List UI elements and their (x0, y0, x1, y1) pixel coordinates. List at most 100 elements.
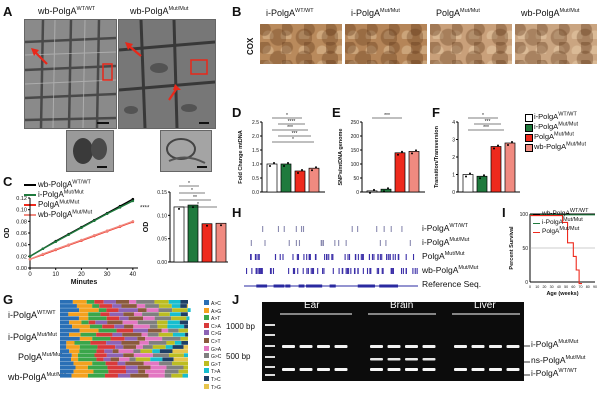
snp-mark (246, 268, 248, 274)
bar (308, 167, 320, 193)
snp-mark (351, 226, 353, 232)
legend-label: G>A (211, 346, 222, 353)
snp-mark (357, 268, 359, 274)
snp-mark (344, 254, 346, 260)
snp-mark (332, 254, 334, 260)
spectrum-segment (172, 349, 188, 353)
snp-mark (400, 268, 403, 274)
sig-label: *** (292, 131, 298, 137)
spectrum-segment (143, 316, 155, 321)
spectrum-segment (180, 312, 188, 317)
spectrum-segment (60, 332, 70, 337)
legend-swatch (204, 345, 209, 351)
spectrum-segment (138, 308, 147, 312)
spectrum-segment (96, 349, 105, 353)
snp-mark (307, 268, 309, 274)
mutation-legend-item: C>T (204, 338, 221, 345)
bar (504, 142, 516, 193)
legend-label: T>A (211, 369, 221, 376)
bar (476, 175, 488, 193)
spectrum-segment (69, 320, 82, 325)
cox-column-title: PolgAMut/Mut (436, 8, 480, 18)
i-x-tick-label: 80 (586, 285, 590, 289)
spectrum-segment (183, 353, 188, 358)
spectrum-segment (142, 312, 159, 317)
spectrum-segment (98, 308, 107, 312)
gel-band-label: ns-PolgAMut/Mut (531, 355, 586, 365)
c-data-point (131, 199, 135, 203)
bar-dot (387, 187, 389, 190)
bar-dot (401, 150, 403, 153)
spectrum-segment (78, 357, 97, 362)
spectrum-segment (159, 361, 173, 366)
legend-swatch (204, 338, 209, 343)
y-tick-label: 200 (351, 134, 360, 140)
spectrum-segment (125, 369, 139, 374)
snp-mark (321, 240, 323, 246)
gel-band-middle (422, 358, 436, 361)
legend-marker (533, 223, 540, 225)
legend-swatch (525, 144, 533, 152)
snp-mark (382, 268, 384, 274)
snp-mark (251, 268, 253, 274)
i-legend-item: PolgAMut/Mut (533, 226, 579, 235)
gel-band-label: i-PolgAWT/WT (531, 368, 578, 378)
snp-mark (390, 268, 392, 274)
snp-mark (345, 240, 347, 246)
gel-band-lower (387, 368, 401, 371)
snp-mark (338, 268, 340, 274)
reference-feature (275, 284, 285, 288)
bar-dot (511, 141, 513, 143)
snp-mark (379, 254, 381, 260)
cox-stain-image (515, 24, 597, 64)
snp-mark (377, 254, 379, 260)
i-x-axis-label: Age (weeks) (546, 291, 578, 297)
y-tick-label: 2.0 (252, 134, 259, 140)
i-x-tick-label: 70 (579, 285, 583, 289)
spectrum-segment (171, 316, 187, 321)
spectrum-segment (146, 308, 159, 312)
y-tick-label: 1.0 (252, 162, 259, 168)
c-data-point (105, 229, 109, 232)
snp-mark (258, 268, 260, 274)
spectrum-segment (129, 357, 136, 362)
legend-label: T>C (211, 377, 221, 383)
bar (394, 152, 406, 193)
snp-mark (296, 254, 298, 260)
snp-track-label: wb-PolgAMut/Mut (422, 265, 479, 275)
cox-stain-image (430, 24, 512, 64)
spectrum-segment (60, 304, 77, 308)
mutation-legend-item: G>T (204, 360, 221, 368)
snp-mark (309, 254, 311, 260)
snp-mark (376, 268, 378, 274)
panel-letter-j: J (232, 292, 240, 307)
spectrum-segment (75, 365, 88, 370)
c-data-point (67, 243, 70, 246)
spectrum-segment (60, 300, 73, 304)
spectrum-segment (154, 316, 172, 321)
bar-dot (369, 191, 371, 194)
i-x-tick-label: 30 (550, 285, 554, 289)
snp-mark (381, 254, 383, 260)
snp-mark (309, 254, 311, 260)
legend-swatch (204, 330, 209, 336)
c-bar-sig-label: ** (193, 195, 197, 201)
em-inset-mut-texture (166, 138, 207, 168)
spectrum-segment (147, 332, 159, 337)
c-y-tick-label: 0.08 (16, 219, 27, 225)
c-data-point (28, 257, 32, 261)
spectrum-segment (164, 369, 179, 374)
spectrum-segment (158, 304, 172, 308)
legend-swatch (204, 368, 209, 374)
c-data-point (131, 220, 135, 223)
panel-g-row-label: i-PolgAMut/Mut (8, 332, 57, 342)
snp-mark (412, 268, 414, 274)
spectrum-segment (166, 365, 184, 370)
spectrum-segment (117, 373, 131, 378)
snp-mark (260, 268, 262, 274)
legend-label: A>G (211, 308, 222, 315)
gel-band-lower (471, 368, 485, 371)
snp-mark (414, 268, 416, 274)
spectrum-segment (60, 336, 80, 341)
spectrum-segment (118, 349, 134, 353)
